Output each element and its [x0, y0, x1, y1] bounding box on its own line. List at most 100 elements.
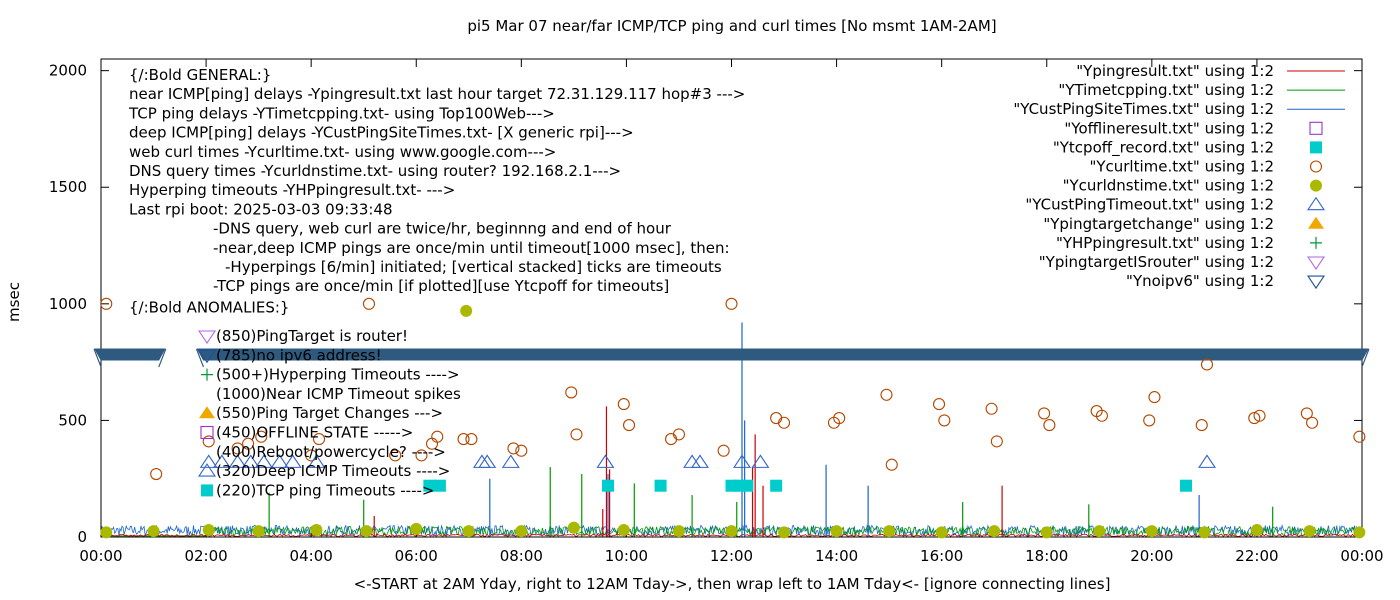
annotation-line: Hyperping timeouts -YHPpingresult.txt- -…: [129, 181, 455, 199]
y-tick-label: 500: [58, 411, 87, 429]
data-point: [1353, 430, 1366, 443]
anomaly-symbol-shape: [201, 368, 213, 381]
noipv6-band-edge: [158, 348, 167, 368]
anomaly-label: (450)OFFLINE STATE ----->: [216, 424, 413, 442]
data-point: [241, 454, 260, 468]
data-point: [1143, 414, 1156, 427]
data-point: [777, 416, 791, 429]
data-point-shape: [602, 479, 615, 492]
data-point-shape: [1353, 430, 1366, 443]
legend-swatch-shape: [1310, 236, 1322, 249]
x-tick-label: 04:00: [290, 547, 333, 565]
x-tick-label: 14:00: [815, 547, 858, 565]
anomaly-symbol: [200, 425, 214, 440]
data-point: [312, 433, 326, 446]
data-point: [833, 412, 846, 425]
data-point: [1093, 525, 1106, 538]
data-point: [202, 435, 215, 448]
anomaly-label: (400)Reboot/powercycle? ---->: [216, 443, 446, 461]
data-point-shape: [1179, 479, 1192, 492]
plot-area: 0 500 1000 1500 2000 00:00 02:00 04:00 06:00 08:0…: [49, 58, 1384, 565]
data-point-shape: [565, 386, 578, 399]
data-point-shape: [478, 454, 497, 468]
data-point-shape: [567, 521, 580, 534]
data-point-shape: [1197, 454, 1217, 468]
data-point: [252, 525, 265, 538]
anomaly-symbol-shape: [197, 330, 217, 344]
data-point: [501, 454, 520, 468]
data-point-shape: [202, 524, 215, 537]
annotation-line: web curl times -Ycurltime.txt- using www…: [129, 143, 556, 161]
x-tick-label: 22:00: [1235, 547, 1278, 565]
x-tick-label: 00:00: [79, 547, 122, 565]
data-point: [515, 444, 528, 457]
anomaly-label: (500+)Hyperping Timeouts ---->: [216, 366, 460, 384]
data-point-shape: [830, 525, 843, 538]
data-point: [415, 449, 428, 462]
data-point-shape: [515, 525, 528, 538]
anomaly-symbol-shape: [200, 425, 214, 440]
data-point-shape: [672, 525, 685, 538]
data-point: [199, 454, 218, 468]
data-point: [880, 388, 893, 401]
data-point-shape: [932, 398, 946, 411]
annotation-line: {/:Bold GENERAL:}: [129, 66, 271, 84]
data-point: [1306, 416, 1319, 429]
data-point: [565, 386, 578, 399]
data-point: [465, 433, 478, 446]
data-point: [423, 479, 436, 492]
data-point: [732, 454, 752, 468]
y-tick-label: 0: [77, 528, 87, 546]
data-point-shape: [1148, 391, 1161, 404]
data-point: [665, 433, 678, 446]
data-point: [431, 430, 444, 443]
data-point-shape: [741, 479, 754, 492]
anomaly-symbol-shape: [197, 349, 217, 364]
data-point: [1145, 525, 1158, 538]
data-point-shape: [596, 454, 615, 468]
legend-label: "Ynoipv6" using 1:2: [1126, 272, 1274, 290]
data-point-shape: [410, 522, 423, 535]
data-point: [570, 428, 583, 441]
data-point: [725, 297, 738, 310]
data-point: [460, 304, 473, 317]
annotation-line: DNS query times -Ycurldnstime.txt- using…: [129, 162, 621, 180]
data-point: [1195, 419, 1208, 432]
data-point: [935, 526, 948, 539]
data-point-shape: [283, 454, 302, 468]
data-point: [622, 419, 636, 432]
legend-swatch-shape: [1309, 121, 1323, 135]
data-point-shape: [460, 304, 473, 317]
data-point-shape: [1250, 524, 1263, 537]
data-point: [1197, 454, 1217, 468]
data-point: [1300, 407, 1313, 420]
data-point: [885, 458, 898, 471]
data-point: [147, 525, 160, 538]
data-point-shape: [985, 402, 998, 415]
annotation-line: Last rpi boot: 2025-03-03 09:33:48: [129, 200, 393, 218]
data-point: [212, 454, 231, 468]
data-point-shape: [690, 454, 710, 468]
data-point: [100, 526, 113, 539]
anomaly-symbol-shape: [201, 484, 213, 497]
legend-swatch-shape: [1309, 160, 1323, 173]
data-point: [672, 428, 686, 441]
data-point: [1179, 479, 1192, 492]
noipv6-band: [94, 348, 166, 361]
data-point-shape: [515, 444, 528, 457]
x-tick-label: 02:00: [184, 547, 227, 565]
data-point-shape: [270, 454, 289, 468]
x-tick-label: 10:00: [605, 547, 648, 565]
data-point-shape: [617, 398, 630, 411]
data-point-shape: [389, 449, 402, 462]
data-point: [362, 297, 376, 310]
data-point-shape: [885, 458, 898, 471]
legend-swatch: [1310, 179, 1322, 192]
annotation-line: near ICMP[ping] delays -Ypingresult.txt …: [129, 85, 745, 103]
x-tick-label: 12:00: [710, 547, 753, 565]
data-point-shape: [472, 454, 491, 468]
annotation-line: deep ICMP[ping] delays -YCustPingSiteTim…: [129, 124, 634, 142]
anomaly-label: (1000)Near ICMP Timeout spikes: [216, 385, 461, 403]
data-point: [988, 525, 1001, 538]
data-point: [1043, 419, 1056, 432]
